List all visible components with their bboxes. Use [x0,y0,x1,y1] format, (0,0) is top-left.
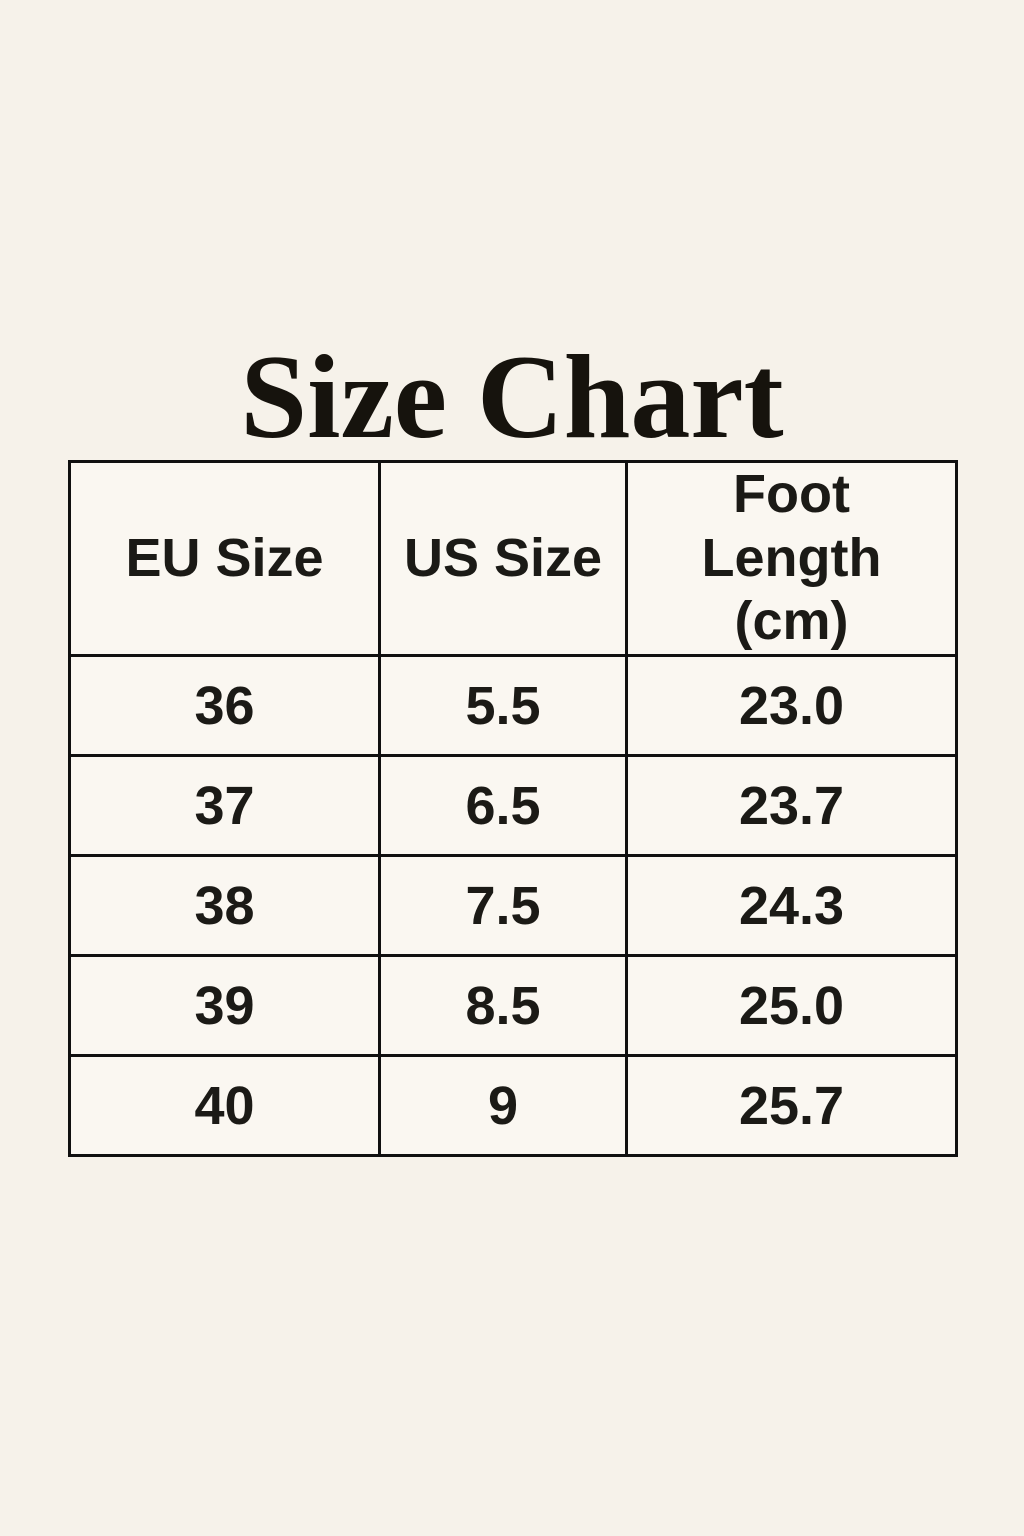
table-row: 37 6.5 23.7 [68,754,958,858]
page-title: Size Chart [240,330,784,464]
column-header-us-size: US Size [378,459,628,658]
table-row: 38 7.5 24.3 [68,854,958,958]
table-cell-foot-length: 23.0 [625,654,958,758]
table-cell-us-size: 8.5 [378,954,628,1058]
table-cell-foot-length: 25.0 [625,954,958,1058]
column-header-foot-length: Foot Length (cm) [625,459,958,658]
column-header-eu-size: EU Size [68,459,381,658]
table-cell-eu-size: 37 [68,754,381,858]
table-header-row: EU Size US Size Foot Length (cm) [68,459,958,658]
table-cell-eu-size: 38 [68,854,381,958]
table-cell-foot-length: 25.7 [625,1054,958,1158]
size-chart-table: EU Size US Size Foot Length (cm) 36 5.5 … [68,459,958,1158]
table-cell-us-size: 9 [378,1054,628,1158]
table-cell-eu-size: 39 [68,954,381,1058]
table-cell-eu-size: 36 [68,654,381,758]
table-cell-us-size: 7.5 [378,854,628,958]
table-cell-us-size: 6.5 [378,754,628,858]
table-cell-us-size: 5.5 [378,654,628,758]
table-row: 36 5.5 23.0 [68,654,958,758]
table-row: 40 9 25.7 [68,1054,958,1158]
table-row: 39 8.5 25.0 [68,954,958,1058]
table-cell-eu-size: 40 [68,1054,381,1158]
table-cell-foot-length: 23.7 [625,754,958,858]
table-cell-foot-length: 24.3 [625,854,958,958]
